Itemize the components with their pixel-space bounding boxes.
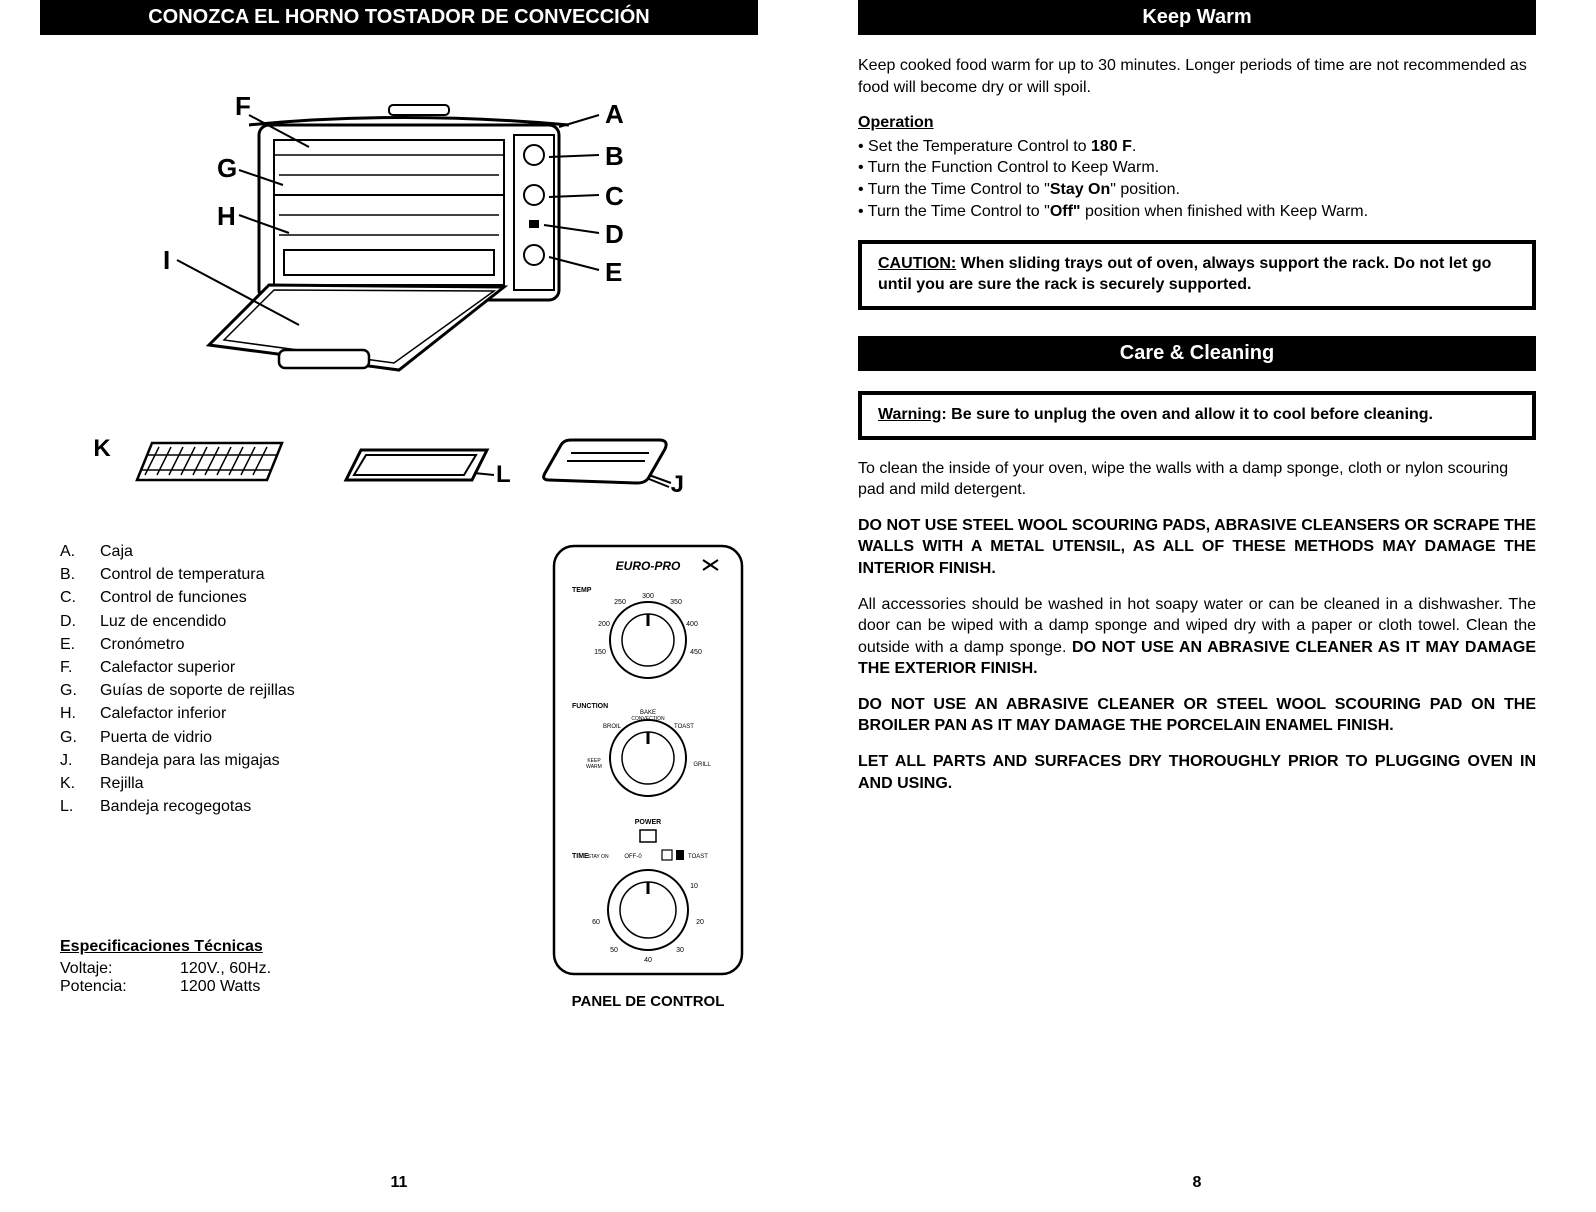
callout-i: I [163,245,170,276]
care-p2: DO NOT USE STEEL WOOL SCOURING PADS, ABR… [858,515,1536,580]
svg-text:GRILL: GRILL [693,762,711,768]
callout-l: L [496,461,511,489]
operation-list: • Set the Temperature Control to 180 F. … [858,136,1536,222]
care-p5: LET ALL PARTS AND SURFACES DRY THOROUGHL… [858,751,1536,794]
callout-j: J [671,471,684,499]
warning-box: Warning: Be sure to unplug the oven and … [858,391,1536,440]
svg-text:WARM: WARM [586,764,602,770]
control-panel-column: EURO-PRO TEMP 300 250 350 200 400 150 45… [538,540,758,1010]
svg-text:60: 60 [592,919,600,926]
callout-c: C [605,181,624,212]
svg-text:TOAST: TOAST [674,724,694,730]
right-body: Keep cooked food warm for up to 30 minut… [838,55,1556,222]
svg-text:150: 150 [594,649,606,656]
right-header-keepwarm: Keep Warm [858,0,1536,35]
page-number-right: 8 [838,1174,1556,1192]
specs-title: Especificaciones Técnicas [60,938,508,956]
parts-list: A.Caja B.Control de temperatura C.Contro… [40,540,508,818]
right-header-care: Care & Cleaning [858,336,1536,371]
svg-text:TEMP: TEMP [572,587,592,594]
callout-e: E [605,257,622,288]
caution-box: CAUTION: When sliding trays out of oven,… [858,240,1536,310]
callout-h: H [217,201,236,232]
care-p3: All accessories should be washed in hot … [858,594,1536,680]
svg-text:50: 50 [610,947,618,954]
brand-text: EURO-PRO [616,559,681,573]
op-item: • Turn the Time Control to "Stay On" pos… [858,179,1536,201]
svg-text:BROIL: BROIL [603,724,622,730]
svg-text:250: 250 [614,599,626,606]
callout-g: G [217,153,237,184]
svg-text:350: 350 [670,599,682,606]
warning-text: : Be sure to unplug the oven and allow i… [941,406,1433,423]
specs: Especificaciones Técnicas Voltaje:120V.,… [40,938,508,996]
accessories-row: K [99,425,699,510]
svg-text:FUNCTION: FUNCTION [572,703,608,710]
svg-text:200: 200 [598,621,610,628]
left-lower-col: A.Caja B.Control de temperatura C.Contro… [40,540,508,1010]
oven-diagram: F G H I A B C D E [99,55,699,415]
svg-text:30: 30 [676,947,684,954]
lower-half: A.Caja B.Control de temperatura C.Contro… [40,540,758,1010]
keepwarm-intro: Keep cooked food warm for up to 30 minut… [858,55,1536,98]
accessory-rack: K [117,425,287,510]
callout-b: B [605,141,624,172]
svg-text:10: 10 [690,883,698,890]
left-header: CONOZCA EL HORNO TOSTADOR DE CONVECCIÓN [40,0,758,35]
callout-d: D [605,219,624,250]
document-spread: CONOZCA EL HORNO TOSTADOR DE CONVECCIÓN [0,0,1596,1212]
callout-f: F [235,91,251,122]
svg-text:OFF-0: OFF-0 [624,854,642,860]
care-p1: To clean the inside of your oven, wipe t… [858,458,1536,501]
svg-text:300: 300 [642,593,654,600]
page-number-left: 11 [40,1174,758,1192]
left-page: CONOZCA EL HORNO TOSTADOR DE CONVECCIÓN [0,0,798,1212]
operation-title: Operation [858,112,1536,134]
caution-label: CAUTION: [878,255,956,272]
care-p4: DO NOT USE AN ABRASIVE CLEANER OR STEEL … [858,694,1536,737]
caution-text: When sliding trays out of oven, always s… [878,255,1491,293]
panel-caption: PANEL DE CONTROL [538,993,758,1010]
op-item: • Turn the Time Control to "Off" positio… [858,201,1536,223]
accessory-drip-tray: L [324,425,494,510]
control-panel-illustration: EURO-PRO TEMP 300 250 350 200 400 150 45… [548,540,748,980]
svg-text:STAY ON: STAY ON [587,854,609,860]
callout-a: A [605,99,624,130]
svg-text:TOAST: TOAST [688,854,708,860]
svg-text:CONVECTION: CONVECTION [631,716,665,722]
svg-text:POWER: POWER [635,819,661,826]
op-item: • Turn the Function Control to Keep Warm… [858,157,1536,179]
svg-text:40: 40 [644,957,652,964]
accessory-crumb-tray: J [531,425,681,510]
svg-text:20: 20 [696,919,704,926]
op-item: • Set the Temperature Control to 180 F. [858,136,1536,158]
care-body: Warning: Be sure to unplug the oven and … [838,391,1556,795]
svg-text:400: 400 [686,621,698,628]
right-page: Keep Warm Keep cooked food warm for up t… [798,0,1596,1212]
callout-k: K [93,435,110,463]
svg-text:450: 450 [690,649,702,656]
warning-label: Warning [878,406,941,423]
